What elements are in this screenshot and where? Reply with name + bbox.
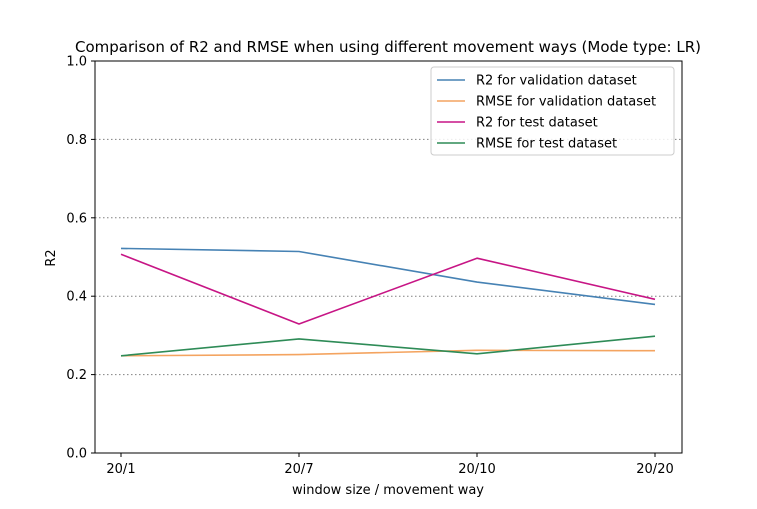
- y-tick-label: 0.0: [66, 447, 87, 462]
- series-line-1: [120, 247, 656, 306]
- series-lines: [120, 247, 656, 357]
- x-axis-label: window size / movement way: [292, 483, 484, 498]
- y-axis-label: R2: [44, 249, 59, 266]
- legend-label: RMSE for test dataset: [476, 137, 617, 152]
- y-tick-label: 0.2: [66, 368, 87, 383]
- legend: R2 for validation dataset RMSE for valida…: [430, 66, 675, 156]
- y-tick-label: 1.0: [66, 55, 87, 70]
- series-line-2: [120, 349, 656, 357]
- plot-area-frame: [94, 60, 683, 454]
- legend-box: [430, 66, 675, 156]
- legend-label: R2 for validation dataset: [476, 74, 637, 89]
- x-axis-ticks: 20/1 20/7 20/10 20/20: [106, 453, 674, 477]
- x-tick-label: 20/20: [636, 462, 673, 477]
- legend-label: RMSE for validation dataset: [476, 95, 656, 110]
- y-tick-label: 0.8: [66, 133, 87, 148]
- series-line-3: [120, 253, 656, 325]
- series-line-4: [120, 335, 656, 357]
- x-tick-label: 20/10: [458, 462, 495, 477]
- y-tick-label: 0.4: [66, 290, 87, 305]
- x-tick-label: 20/7: [284, 462, 313, 477]
- y-tick-label: 0.6: [66, 211, 87, 226]
- legend-label: R2 for test dataset: [476, 116, 598, 131]
- x-tick-label: 20/1: [106, 462, 135, 477]
- y-axis-ticks: 0.0 0.2 0.4 0.6 0.8 1.0: [66, 55, 95, 462]
- chart-title: Comparison of R2 and RMSE when using dif…: [75, 38, 701, 56]
